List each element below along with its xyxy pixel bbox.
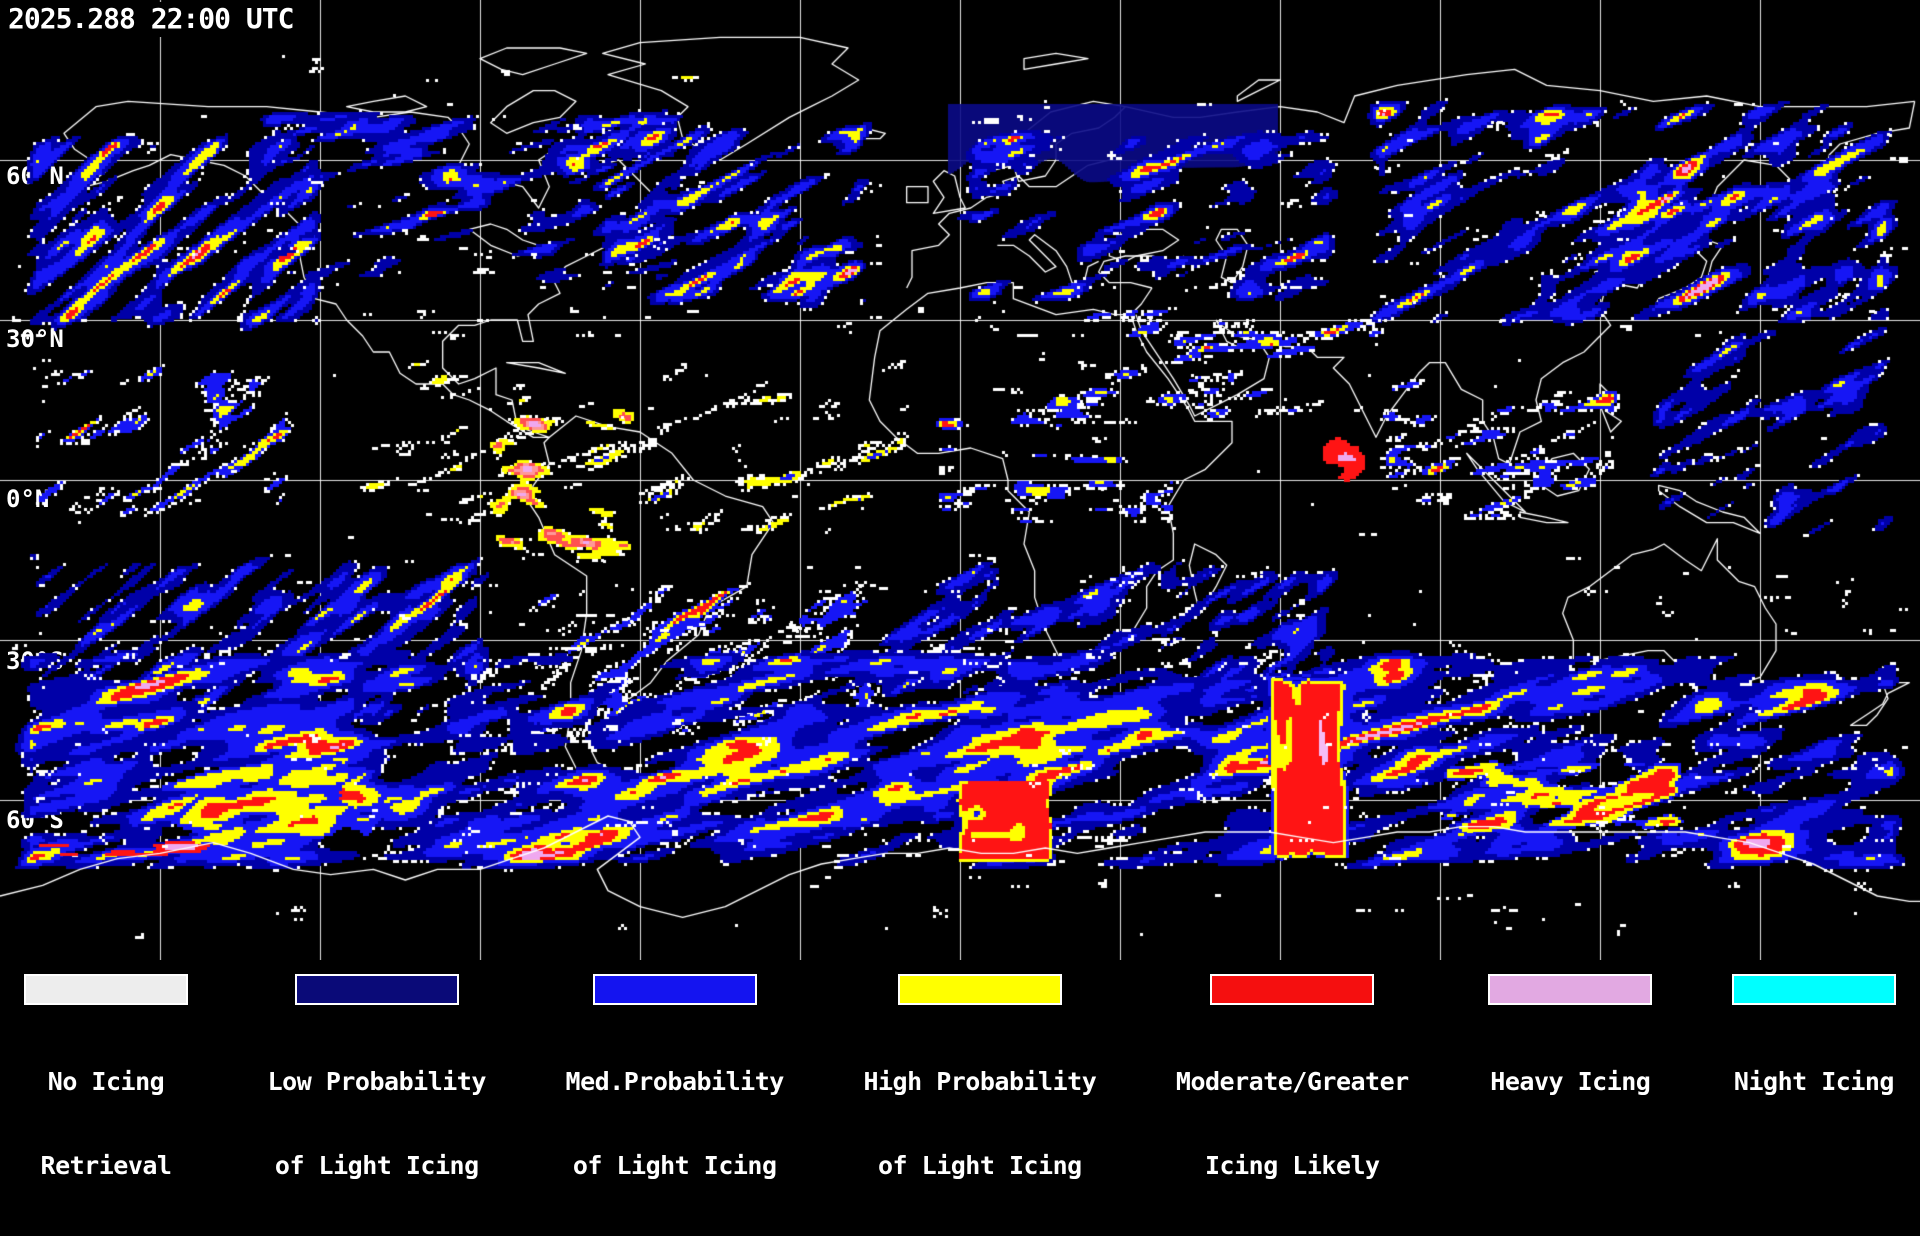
low-prob-label: Low Probability of Light Icing	[267, 1067, 487, 1180]
legend-item-no-icing: No Icing Retrieval	[24, 974, 188, 1236]
icing-data-canvas	[0, 0, 1920, 960]
legend-item-high-prob: High Probability of Light Icing	[863, 974, 1097, 1236]
legend-item-heavy: Heavy Icing	[1488, 974, 1653, 1236]
icing-product-screen: 60°N 30°N 0°N 30°S 60°S 2025.288 22:00 U…	[0, 0, 1920, 1180]
legend-item-low-prob: Low Probability of Light Icing	[268, 974, 486, 1236]
heavy-icing-swatch	[1488, 974, 1653, 1005]
timestamp: 2025.288 22:00 UTC	[6, 2, 304, 37]
night-icing-swatch	[1731, 974, 1896, 1005]
night-icing-label: Night Icing	[1733, 1067, 1895, 1096]
legend-item-moderate: Moderate/Greater Icing Likely	[1176, 974, 1409, 1236]
legend: No Icing Retrieval Low Probability of Li…	[0, 960, 1920, 1180]
heavy-icing-label: Heavy Icing	[1490, 1067, 1651, 1096]
high-prob-label: High Probability of Light Icing	[863, 1067, 1097, 1180]
legend-item-night: Night Icing	[1731, 974, 1896, 1236]
legend-item-med-prob: Med.Probability of Light Icing	[566, 974, 784, 1236]
high-prob-swatch	[897, 974, 1062, 1005]
low-prob-swatch	[294, 974, 459, 1005]
no-icing-swatch	[24, 974, 188, 1005]
moderate-label: Moderate/Greater Icing Likely	[1175, 1067, 1409, 1180]
med-prob-swatch	[592, 974, 757, 1005]
world-map: 60°N 30°N 0°N 30°S 60°S 2025.288 22:00 U…	[0, 0, 1920, 960]
no-icing-label: No Icing Retrieval	[40, 1067, 172, 1180]
med-prob-label: Med.Probability of Light Icing	[565, 1067, 785, 1180]
moderate-swatch	[1210, 974, 1375, 1005]
